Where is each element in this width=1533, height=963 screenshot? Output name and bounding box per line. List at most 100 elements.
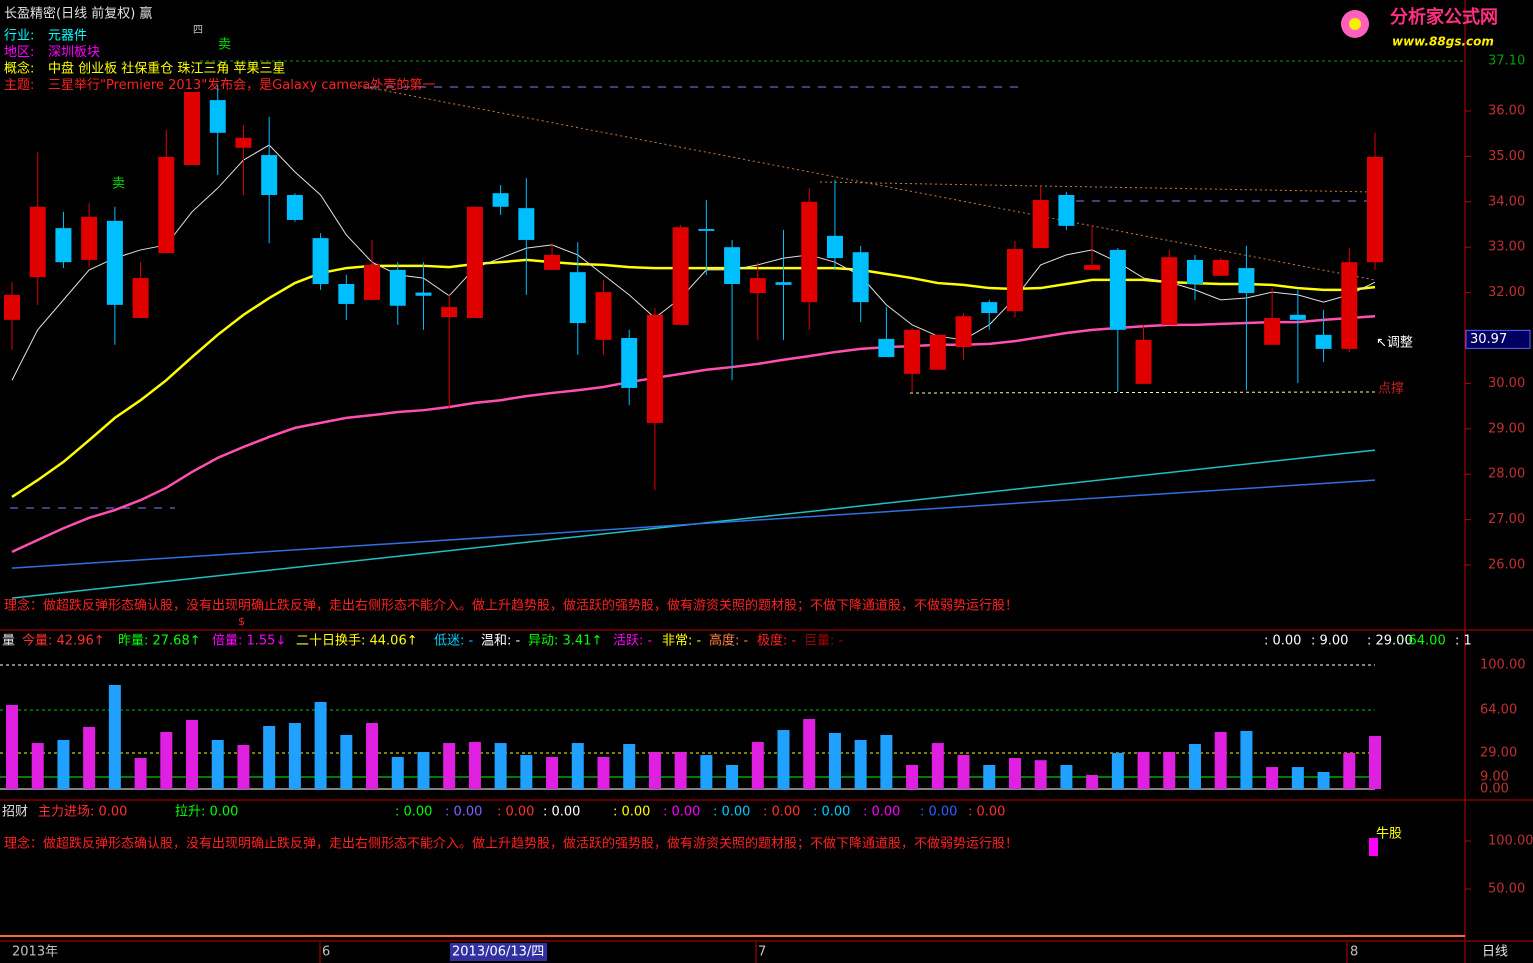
dollar-marker: $ [238, 615, 245, 628]
indicator-stat: : 0.00 [813, 805, 850, 820]
volume-bar [931, 743, 944, 789]
candle-body [955, 316, 972, 348]
candle-body [904, 329, 921, 374]
volume-bar [906, 765, 919, 789]
volume-level: : 64.00 [1400, 634, 1446, 649]
candle-body [1109, 249, 1126, 330]
volume-stat: 温和: - [481, 634, 521, 649]
candle-body [1367, 156, 1383, 263]
volume-stat: 巨量: - [804, 634, 844, 649]
volume-bar [1369, 736, 1381, 789]
info-value: 深圳板块 [48, 45, 100, 60]
current-price: 30.97 [1470, 332, 1507, 347]
indicator-stat: : 0.00 [863, 805, 900, 820]
volume-bar [854, 739, 867, 789]
volume-bar [1240, 731, 1253, 789]
candle-body [672, 227, 689, 325]
candle-body [749, 278, 766, 294]
indicator-stat: : 0.00 [920, 805, 957, 820]
candle-body [569, 272, 586, 324]
candle-body [929, 334, 946, 370]
volume-bar [674, 752, 687, 789]
period-label[interactable]: 日线 [1482, 945, 1508, 960]
volume-stat: 非常: - [662, 634, 702, 649]
idea-text: 理念：做超跌反弹形态确认股，没有出现明确止跌反弹，走出右侧形态不能介入。做上升趋… [4, 598, 1018, 614]
candle-body [389, 269, 406, 306]
candle-body [492, 193, 509, 207]
candle-body [1006, 249, 1023, 312]
indicator-stat: : 0.00 [395, 805, 432, 820]
chart-title: 长盈精密(日线 前复权) 赢 [4, 6, 152, 22]
candle-body [29, 206, 46, 278]
info-label: 主题: [4, 78, 34, 93]
logo-name: 分析家公式网 [1390, 6, 1498, 28]
volume-bar [237, 745, 250, 789]
candle-body [55, 228, 72, 263]
indicator-stat: 主力进场: 0.00 [38, 805, 127, 820]
candle-body [595, 292, 612, 340]
sell-signal: 卖 [218, 38, 231, 53]
volume-bar [983, 765, 996, 789]
time-label: 8 [1350, 945, 1358, 960]
volume-bar [1343, 753, 1356, 789]
volume-stat: 今量: 42.96↑ [22, 633, 105, 649]
volume-bar [777, 730, 790, 789]
candle-body [1238, 268, 1255, 294]
moving-average [11, 144, 1376, 381]
volume-bar [520, 755, 533, 789]
volume-bar [1266, 767, 1279, 789]
indicator-stat: : 0.00 [543, 805, 580, 820]
moving-average [11, 314, 1376, 553]
volume-bar [443, 743, 456, 789]
volume-bar [263, 725, 276, 789]
adjust-label: ↖调整 [1376, 336, 1413, 351]
volume-bar [1214, 731, 1227, 789]
time-label: 2013年 [12, 945, 58, 960]
volume-bar [546, 756, 559, 789]
trend-line [354, 84, 1376, 281]
y-tick-label: 100.00 [1480, 658, 1526, 673]
candle-body [826, 235, 843, 259]
info-label: 行业: [4, 29, 34, 44]
candle-body [261, 155, 278, 195]
volume-bar [108, 685, 121, 789]
candle-body [1289, 314, 1306, 320]
volume-level: : 29.00 [1367, 634, 1413, 649]
candle-body [878, 338, 895, 358]
info-value: 元器件 [48, 29, 87, 44]
candle-body [1315, 334, 1332, 349]
candle-body [286, 194, 303, 220]
candle-body [1341, 262, 1358, 349]
moving-average [11, 258, 1376, 498]
volume-bar [160, 731, 173, 789]
indicator-stat: 拉升: 0.00 [175, 805, 238, 820]
y-tick-label: 100.00 [1488, 834, 1533, 849]
candle-body [724, 247, 741, 284]
volume-bar [1060, 765, 1073, 789]
y-tick-label: 30.00 [1488, 376, 1525, 391]
indicator-stat: : 0.00 [497, 805, 534, 820]
volume-bar [366, 723, 379, 789]
info-label: 地区: [4, 45, 34, 60]
candle-body [364, 264, 381, 300]
volume-bar [1291, 767, 1304, 789]
volume-bar [623, 744, 636, 789]
panel-title: 量 [2, 634, 15, 649]
candle-body [209, 100, 226, 133]
candle-body [1186, 259, 1203, 284]
indicator-stat: : 0.00 [763, 805, 800, 820]
candle-body [544, 254, 561, 270]
volume-bar [391, 756, 404, 789]
volume-bar [597, 756, 610, 789]
candle-body [106, 220, 123, 305]
candle-body [158, 156, 175, 254]
long-ma [11, 479, 1376, 569]
volume-bar [6, 705, 18, 789]
volume-stat: 异动: 3.41↑ [528, 634, 602, 649]
support-label: 点撑 [1378, 382, 1404, 397]
volume-stat: 倍量: 1.55↓ [212, 634, 286, 649]
y-tick-label: 34.00 [1488, 194, 1525, 209]
candle-body [1084, 264, 1101, 270]
y-tick-label: 33.00 [1488, 240, 1525, 255]
candle-body [415, 292, 432, 296]
